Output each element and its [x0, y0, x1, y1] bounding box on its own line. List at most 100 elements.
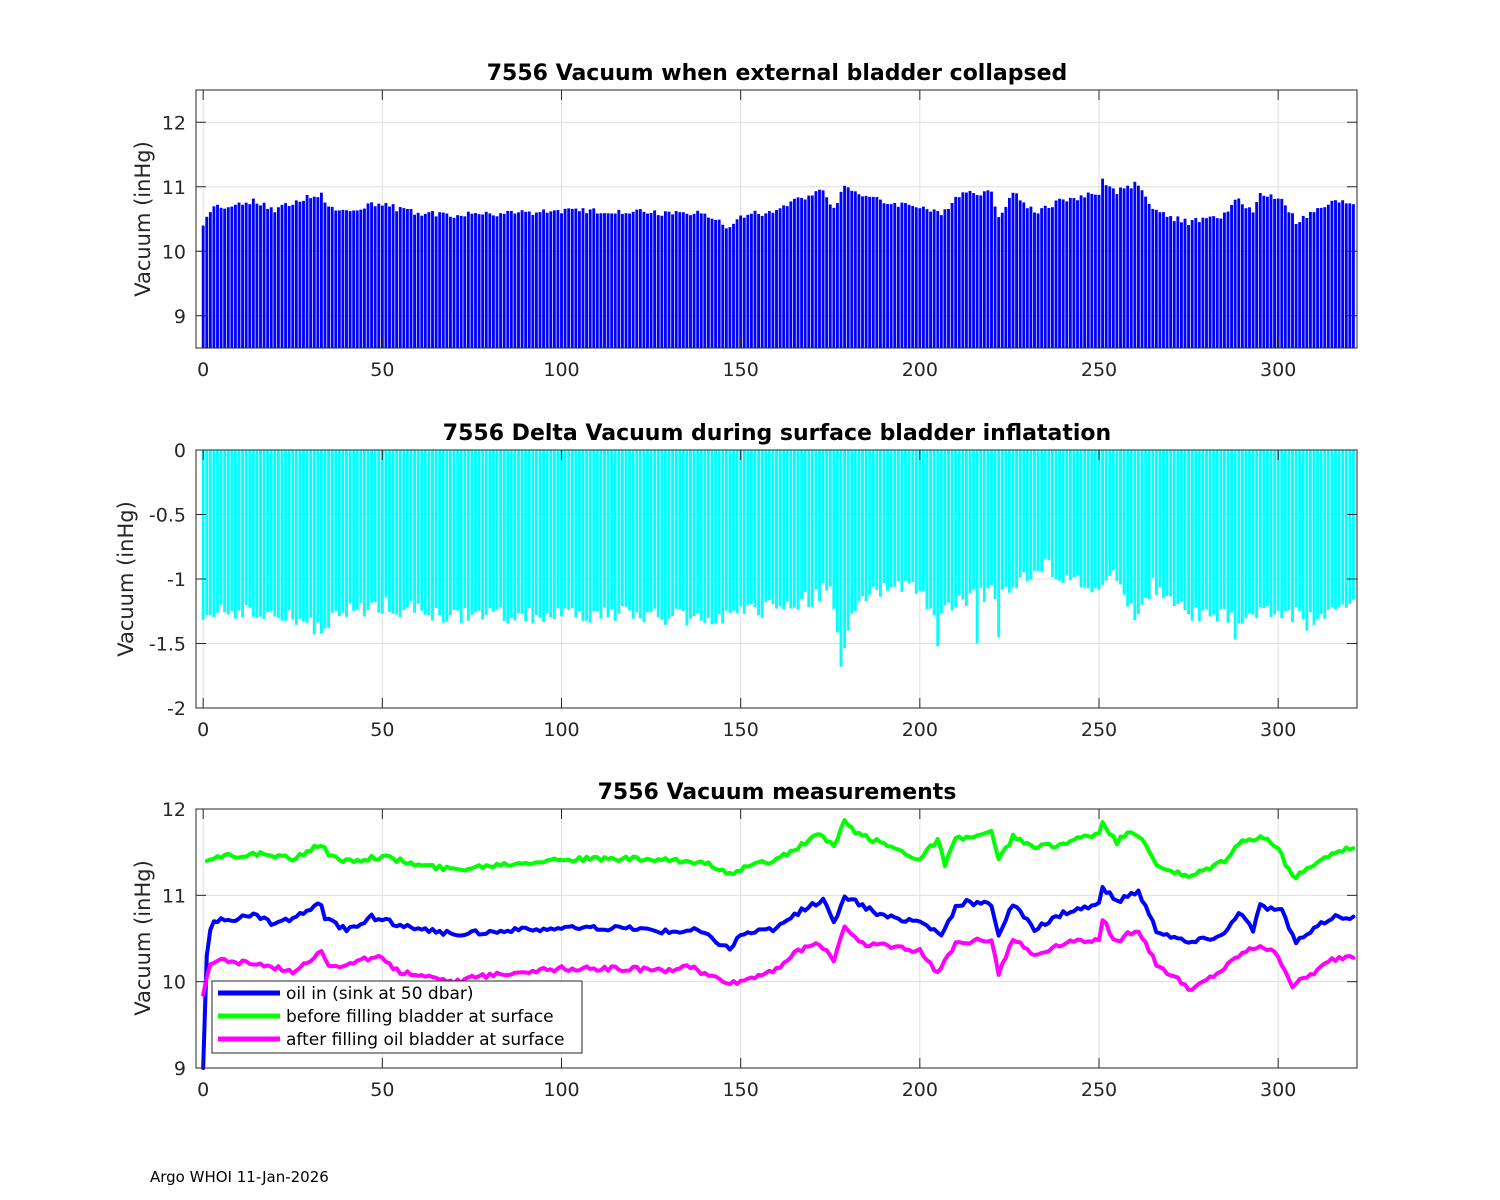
- bar: [1330, 200, 1334, 348]
- bar: [345, 210, 348, 348]
- bar: [975, 195, 979, 348]
- bar: [1086, 450, 1090, 589]
- bar: [1090, 450, 1094, 593]
- bar: [341, 450, 345, 613]
- bar: [466, 450, 470, 621]
- bar: [542, 209, 546, 348]
- bar: [821, 190, 825, 348]
- bar: [276, 450, 280, 619]
- bar: [323, 202, 327, 348]
- bar: [1083, 450, 1087, 588]
- bar: [825, 450, 829, 591]
- x-tick-label: 0: [197, 719, 209, 741]
- bar: [628, 213, 632, 348]
- bar: [312, 196, 316, 348]
- bar: [1287, 212, 1291, 348]
- bar: [1097, 194, 1101, 348]
- bar: [746, 450, 750, 606]
- bar: [423, 450, 427, 615]
- bar: [441, 450, 445, 623]
- bar: [925, 450, 929, 610]
- bar: [943, 209, 947, 348]
- bar: [1018, 450, 1022, 578]
- bar: [904, 450, 907, 581]
- bar: [663, 450, 667, 625]
- bar: [1040, 208, 1044, 348]
- bar: [345, 450, 348, 617]
- bar: [359, 209, 363, 348]
- bar: [309, 198, 313, 348]
- y-axis-label: Vacuum (inHg): [114, 501, 138, 657]
- bar: [1007, 197, 1011, 348]
- bar: [1119, 187, 1122, 348]
- bar: [560, 213, 563, 348]
- bar: [889, 450, 893, 588]
- bar: [1176, 216, 1180, 348]
- bar: [979, 195, 983, 348]
- bar: [914, 450, 918, 594]
- bar: [1158, 212, 1162, 348]
- bar: [660, 450, 664, 620]
- bar: [1154, 450, 1158, 595]
- bar: [904, 203, 907, 348]
- bar: [1341, 200, 1345, 348]
- bar: [434, 450, 438, 608]
- bar: [294, 200, 298, 348]
- bar: [395, 211, 399, 348]
- bar: [1262, 450, 1266, 608]
- bar: [882, 203, 886, 348]
- bar: [857, 194, 861, 348]
- bar: [918, 208, 922, 348]
- bar: [1283, 205, 1287, 348]
- bar: [448, 450, 452, 616]
- bar: [792, 450, 796, 608]
- bar: [230, 206, 234, 348]
- bar: [710, 218, 714, 348]
- bar: [1222, 212, 1226, 348]
- bar: [968, 450, 972, 594]
- bar: [771, 450, 775, 605]
- bar: [1344, 203, 1348, 348]
- bar: [1179, 450, 1183, 602]
- bar: [642, 450, 646, 623]
- bar: [1061, 199, 1065, 348]
- bar: [875, 196, 879, 348]
- bar: [581, 450, 585, 621]
- bar: [775, 209, 778, 348]
- bar: [552, 210, 556, 348]
- bar: [527, 450, 531, 609]
- bar: [997, 217, 1001, 348]
- bar: [255, 450, 259, 618]
- bar: [592, 450, 596, 612]
- bar: [241, 450, 245, 618]
- y-tick-label: 0: [174, 440, 186, 462]
- bar: [509, 450, 513, 618]
- bar: [520, 210, 524, 348]
- bar: [1115, 450, 1119, 581]
- bar: [506, 210, 510, 348]
- bar: [262, 202, 266, 348]
- bar: [233, 450, 237, 619]
- bar: [1312, 450, 1316, 625]
- bar: [470, 213, 474, 348]
- bar: [251, 450, 255, 617]
- bar: [1208, 450, 1212, 617]
- bar: [420, 450, 424, 611]
- bar: [757, 450, 761, 616]
- bar: [1219, 450, 1223, 610]
- bar: [520, 450, 524, 614]
- bar: [1273, 198, 1277, 348]
- x-tick-label: 300: [1260, 719, 1296, 741]
- bar: [678, 212, 682, 348]
- bar: [1280, 450, 1284, 619]
- bar: [868, 450, 872, 595]
- bar: [696, 210, 700, 348]
- bar: [298, 450, 302, 619]
- bar: [843, 450, 847, 648]
- bar: [524, 211, 528, 348]
- bar: [1040, 450, 1044, 573]
- bar: [1147, 450, 1151, 600]
- bar: [631, 211, 635, 348]
- legend: oil in (sink at 50 dbar) before filling …: [211, 980, 583, 1054]
- bar: [1323, 450, 1327, 619]
